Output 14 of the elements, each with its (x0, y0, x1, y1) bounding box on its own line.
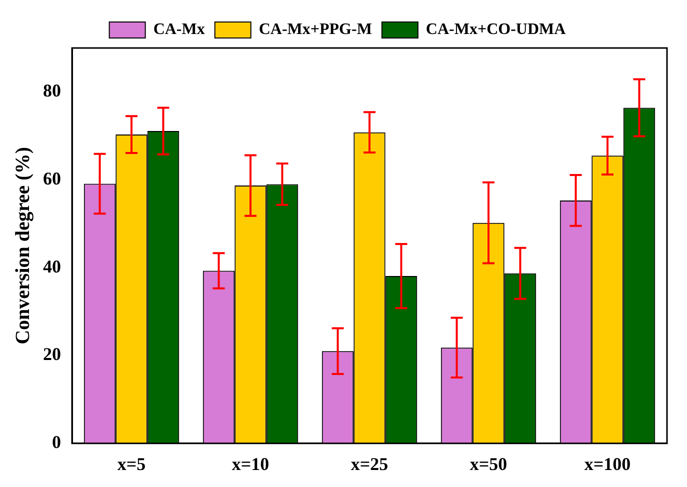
x-tick-label: x=50 (470, 454, 508, 474)
x-tick-label: x=10 (232, 454, 270, 474)
legend-label: CA-Mx (153, 21, 205, 38)
x-tick-label: x=100 (584, 454, 631, 474)
x-tick-label: x=25 (350, 454, 388, 474)
y-axis-title: Conversion degree (%) (12, 147, 34, 344)
y-tick-label: 0 (52, 432, 61, 452)
y-tick-label: 40 (43, 256, 61, 276)
y-tick-label: 80 (43, 80, 61, 101)
x-tick-label: x=5 (117, 454, 146, 474)
legend-label: CA-Mx+CO-UDMA (426, 21, 566, 38)
y-tick-label: 60 (43, 168, 61, 188)
legend-label: CA-Mx+PPG-M (258, 21, 372, 38)
y-tick-label: 20 (43, 344, 61, 364)
